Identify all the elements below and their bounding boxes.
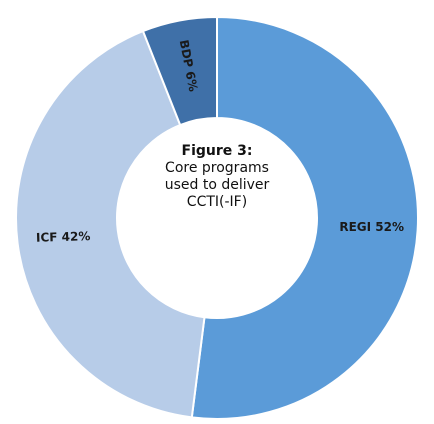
donut-slice bbox=[190, 15, 419, 420]
chart-title: Figure 3: bbox=[181, 143, 253, 159]
chart-subtitle: Core programs used to deliver CCTI(-IF) bbox=[164, 160, 270, 210]
data-label: REGI 52% bbox=[339, 220, 404, 234]
donut-slice bbox=[141, 15, 218, 127]
center-text: Figure 3: Core programs used to deliver … bbox=[162, 143, 272, 211]
data-label: ICF 42% bbox=[36, 229, 91, 245]
donut-slice bbox=[15, 29, 206, 419]
